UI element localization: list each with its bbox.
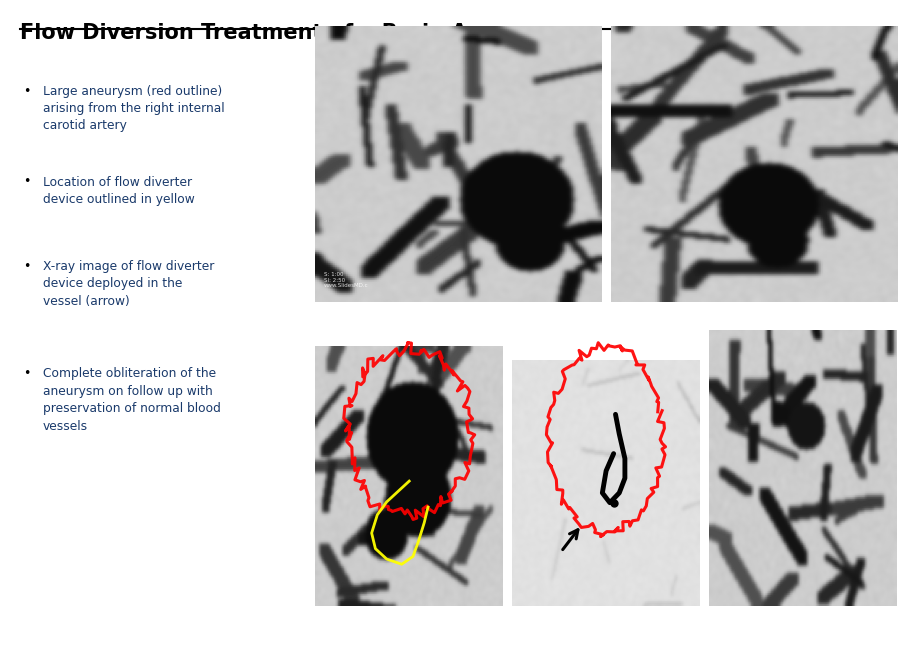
Text: X-ray image of flow diverter
device deployed in the
vessel (arrow): X-ray image of flow diverter device depl… <box>43 260 214 308</box>
Text: S: 1:00
SI: 2:50
www.SlidesMD.c: S: 1:00 SI: 2:50 www.SlidesMD.c <box>323 272 369 289</box>
Text: •: • <box>23 367 30 380</box>
Text: Large aneurysm (red outline)
arising from the right internal
carotid artery: Large aneurysm (red outline) arising fro… <box>43 84 224 133</box>
Text: •: • <box>23 176 30 188</box>
Text: •: • <box>23 260 30 273</box>
Text: Location of flow diverter
device outlined in yellow: Location of flow diverter device outline… <box>43 176 194 206</box>
Text: Complete obliteration of the
aneurysm on follow up with
preservation of normal b: Complete obliteration of the aneurysm on… <box>43 367 220 433</box>
Text: Flow Diversion Treatment of a Brain Aneurysm: Flow Diversion Treatment of a Brain Aneu… <box>20 23 570 43</box>
Text: •: • <box>23 84 30 98</box>
